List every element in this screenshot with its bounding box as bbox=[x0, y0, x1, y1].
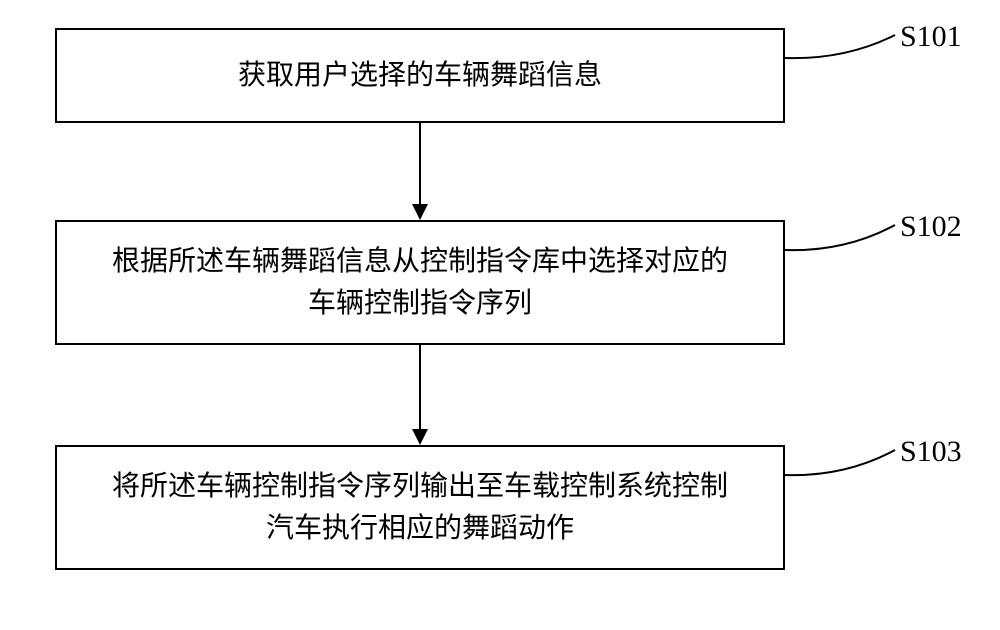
arrow-s101-s102 bbox=[419, 123, 421, 204]
arrow-s102-s103 bbox=[419, 345, 421, 429]
node-s102-label: S102 bbox=[900, 210, 962, 244]
flowchart-node-s102: 根据所述车辆舞蹈信息从控制指令库中选择对应的车辆控制指令序列 bbox=[55, 220, 785, 345]
flowchart-node-s103: 将所述车辆控制指令序列输出至车载控制系统控制汽车执行相应的舞蹈动作 bbox=[55, 445, 785, 570]
node-s103-label: S103 bbox=[900, 435, 962, 469]
node-s101-label: S101 bbox=[900, 20, 962, 54]
arrow-head-s101-s102 bbox=[412, 204, 428, 220]
connector-s103 bbox=[785, 445, 900, 490]
connector-s102 bbox=[785, 220, 900, 265]
connector-s101 bbox=[785, 30, 900, 75]
node-s101-text: 获取用户选择的车辆舞蹈信息 bbox=[238, 55, 602, 97]
node-s102-text: 根据所述车辆舞蹈信息从控制指令库中选择对应的车辆控制指令序列 bbox=[100, 241, 740, 325]
flowchart-node-s101: 获取用户选择的车辆舞蹈信息 bbox=[55, 28, 785, 123]
node-s103-text: 将所述车辆控制指令序列输出至车载控制系统控制汽车执行相应的舞蹈动作 bbox=[100, 466, 740, 550]
arrow-head-s102-s103 bbox=[412, 429, 428, 445]
